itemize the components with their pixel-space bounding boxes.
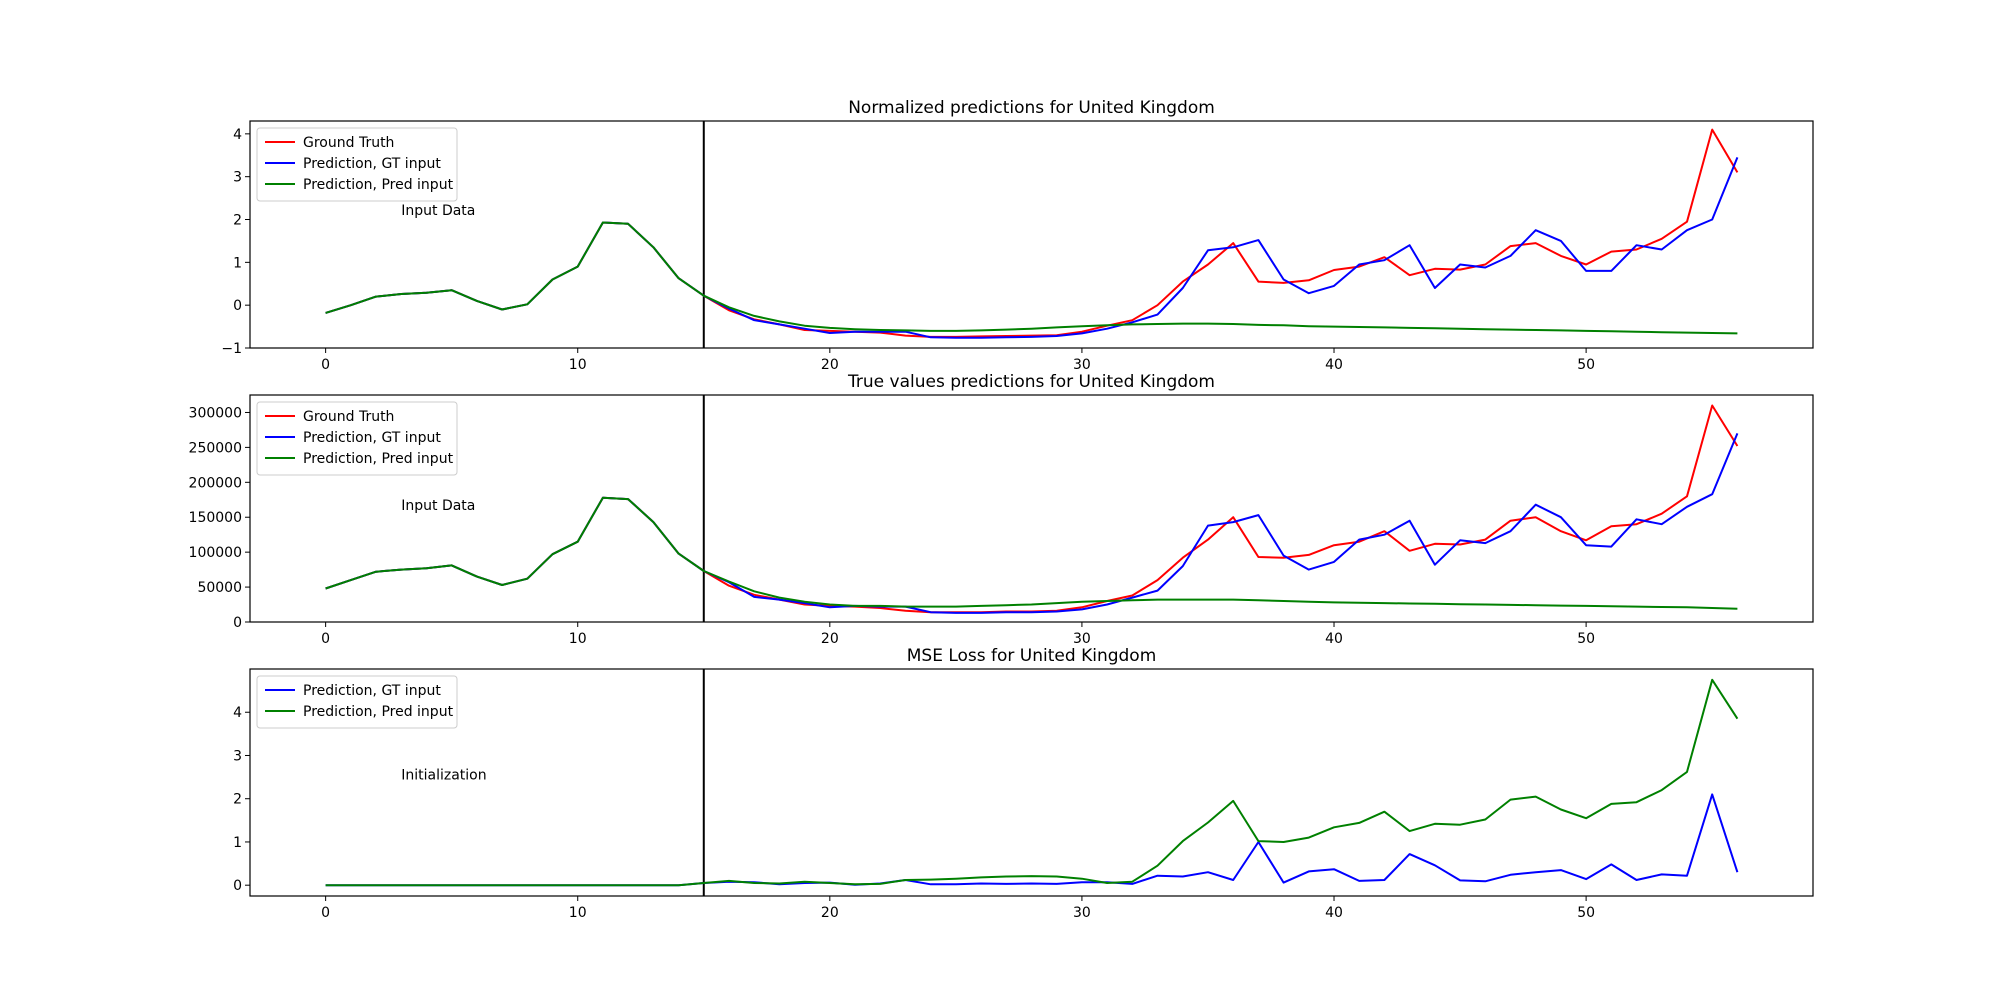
x-tick-label: 40: [1325, 357, 1343, 373]
y-tick-label: 2: [233, 213, 242, 229]
x-tick-label: 20: [821, 357, 839, 373]
legend-box: [256, 675, 458, 729]
y-tick-label: 4: [233, 127, 242, 143]
legend-entry: Prediction, Pred input: [303, 704, 454, 720]
x-tick-label: 20: [821, 905, 839, 921]
x-tick-label: 30: [1073, 631, 1091, 647]
series-line-prediction-gt-input: [325, 157, 1739, 339]
x-tick-label: 40: [1325, 905, 1343, 921]
series-line-prediction-pred-input: [325, 678, 1739, 887]
y-tick-label: 2: [233, 792, 242, 808]
y-tick-label: 150000: [189, 510, 242, 526]
x-tick-label: 0: [321, 905, 330, 921]
series-line-ground-truth: [325, 404, 1739, 614]
series-line-ground-truth: [325, 128, 1739, 338]
legend-entry: Prediction, GT input: [303, 430, 441, 446]
annotation-label: Initialization: [401, 767, 486, 783]
x-tick-label: 50: [1577, 631, 1595, 647]
chart-title: Normalized predictions for United Kingdo…: [848, 98, 1215, 118]
x-tick-label: 20: [821, 631, 839, 647]
legend-entry: Ground Truth: [303, 409, 394, 425]
y-tick-label: 3: [233, 170, 242, 186]
legend-entry: Prediction, GT input: [303, 156, 441, 172]
x-tick-label: 10: [569, 905, 587, 921]
y-tick-label: 50000: [197, 580, 242, 596]
plot-frame: [249, 120, 1814, 349]
y-tick-label: 200000: [189, 475, 242, 491]
legend: Prediction, GT input Prediction, Pred inp…: [256, 675, 458, 729]
y-tick-label: 0: [233, 298, 242, 314]
y-tick-label: 100000: [189, 545, 242, 561]
x-tick-label: 30: [1073, 905, 1091, 921]
chart-panel-1: Normalized predictions for United Kingdo…: [221, 98, 1814, 373]
plot-frame: [249, 394, 1814, 623]
x-tick-label: 10: [569, 357, 587, 373]
x-tick-label: 50: [1577, 905, 1595, 921]
legend-entry: Prediction, GT input: [303, 683, 441, 699]
y-tick-label: 3: [233, 748, 242, 764]
y-tick-label: 4: [233, 705, 242, 721]
y-tick-label: 0: [233, 615, 242, 631]
series-line-prediction-gt-input: [325, 433, 1739, 614]
legend: Ground Truth Prediction, GT input Predicti…: [256, 401, 458, 476]
series-line-prediction-pred-input: [325, 221, 1738, 335]
series-line-prediction-pred-input: [325, 496, 1738, 610]
x-tick-label: 50: [1577, 357, 1595, 373]
x-tick-label: 30: [1073, 357, 1091, 373]
legend-box: [256, 401, 458, 476]
y-tick-label: 1: [233, 835, 242, 851]
x-tick-label: 40: [1325, 631, 1343, 647]
y-tick-label: −1: [221, 341, 242, 357]
x-tick-label: 0: [321, 631, 330, 647]
y-tick-label: 0: [233, 878, 242, 894]
legend-entry: Ground Truth: [303, 135, 394, 151]
legend-entry: Prediction, Pred input: [303, 451, 454, 467]
annotation-label: Input Data: [401, 498, 475, 514]
y-tick-label: 300000: [189, 405, 242, 421]
chart-title: True values predictions for United Kingd…: [847, 372, 1215, 392]
legend-entry: Prediction, Pred input: [303, 177, 454, 193]
plot-frame: [249, 668, 1814, 897]
series-line-prediction-gt-input: [325, 793, 1739, 887]
legend-box: [256, 127, 458, 202]
annotation-label: Input Data: [401, 203, 475, 219]
x-tick-label: 0: [321, 357, 330, 373]
legend: Ground Truth Prediction, GT input Predicti…: [256, 127, 458, 202]
y-tick-label: 250000: [189, 440, 242, 456]
x-tick-label: 10: [569, 631, 587, 647]
chart-panel-3: MSE Loss for United Kingdom 0 10 20 30 40 50 0 1…: [233, 646, 1814, 921]
y-tick-label: 1: [233, 255, 242, 271]
chart-title: MSE Loss for United Kingdom: [907, 646, 1157, 666]
chart-panel-2: True values predictions for United Kingd…: [189, 372, 1814, 647]
